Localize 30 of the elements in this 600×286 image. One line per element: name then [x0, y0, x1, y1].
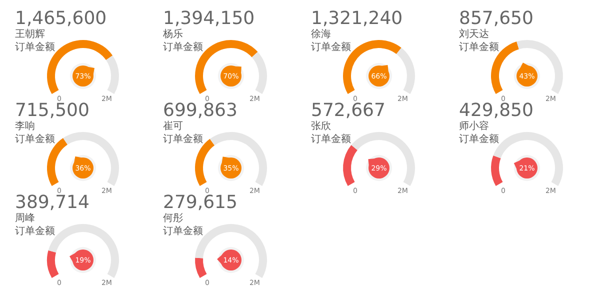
chart-title: 429,850	[459, 100, 534, 121]
chart-title: 389,714	[15, 192, 90, 213]
text: 订单金额	[459, 41, 499, 53]
chart-title: 279,615	[163, 192, 238, 213]
chart-subtitle: 徐海	[311, 28, 331, 40]
text: 订单金额	[459, 133, 499, 145]
chart-subtitle: 李响	[15, 120, 35, 132]
chart-title: 699,863	[163, 100, 238, 121]
chart-title: 1,465,600	[15, 8, 107, 29]
chart-subtitle: 刘天达	[459, 28, 489, 40]
chart-subtitle: 张欣	[311, 120, 331, 132]
chart-subtitle: 杨乐	[162, 28, 183, 40]
text: 订单金额	[163, 41, 203, 53]
chart-title: 572,667	[311, 100, 386, 121]
text: 订单金额	[311, 133, 351, 145]
chart-title: 1,394,150	[163, 8, 255, 29]
text: 订单金额	[163, 133, 203, 145]
text: 订单金额	[15, 41, 55, 53]
text: 订单金额	[15, 225, 55, 237]
text: 订单金额	[311, 41, 351, 53]
chart-title: 715,500	[15, 100, 90, 121]
chart-subtitle: 崔可	[163, 120, 183, 132]
chart-subtitle: 师小容	[459, 120, 489, 132]
chart-subtitle: 周峰	[15, 212, 35, 224]
text: 订单金额	[15, 133, 55, 145]
chart-title: 857,650	[459, 8, 534, 29]
chart-subtitle: 王朝辉	[15, 28, 45, 40]
chart-subtitle: 何彤	[163, 213, 183, 224]
chart-title: 1,321,240	[311, 8, 403, 29]
text: 订单金额	[163, 225, 203, 237]
